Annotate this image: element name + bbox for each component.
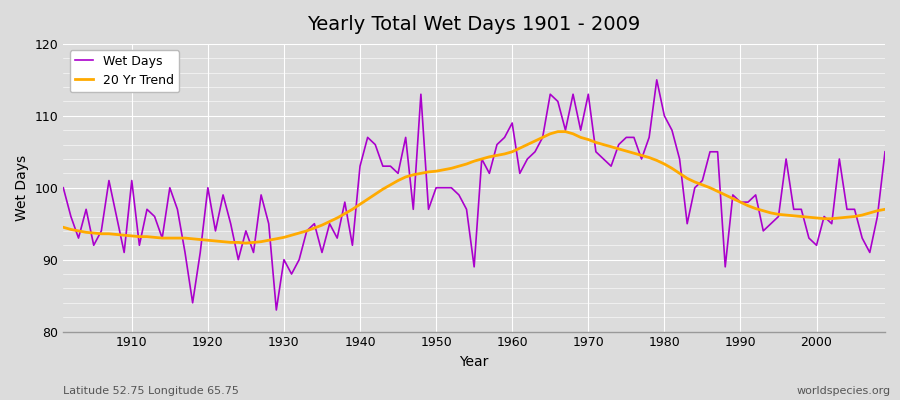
20 Yr Trend — [58, 225, 68, 230]
Wet Days — [339, 200, 350, 204]
20 Yr Trend — [553, 129, 563, 134]
Wet Days — [293, 257, 304, 262]
Text: worldspecies.org: worldspecies.org — [796, 386, 891, 396]
20 Yr Trend — [507, 149, 517, 154]
20 Yr Trend — [339, 211, 350, 216]
20 Yr Trend — [240, 241, 251, 246]
20 Yr Trend — [879, 207, 890, 212]
Y-axis label: Wet Days: Wet Days — [15, 155, 29, 221]
Wet Days — [507, 121, 517, 126]
Line: Wet Days: Wet Days — [63, 80, 885, 310]
Wet Days — [879, 149, 890, 154]
20 Yr Trend — [613, 146, 624, 151]
Legend: Wet Days, 20 Yr Trend: Wet Days, 20 Yr Trend — [69, 50, 179, 92]
20 Yr Trend — [515, 146, 526, 150]
Line: 20 Yr Trend: 20 Yr Trend — [63, 132, 885, 243]
Title: Yearly Total Wet Days 1901 - 2009: Yearly Total Wet Days 1901 - 2009 — [308, 15, 641, 34]
Wet Days — [606, 164, 616, 168]
Wet Days — [271, 308, 282, 312]
Wet Days — [652, 78, 662, 82]
Text: Latitude 52.75 Longitude 65.75: Latitude 52.75 Longitude 65.75 — [63, 386, 238, 396]
20 Yr Trend — [293, 231, 304, 236]
20 Yr Trend — [119, 233, 130, 238]
Wet Days — [58, 185, 68, 190]
Wet Days — [119, 250, 130, 255]
Wet Days — [515, 171, 526, 176]
X-axis label: Year: Year — [460, 355, 489, 369]
